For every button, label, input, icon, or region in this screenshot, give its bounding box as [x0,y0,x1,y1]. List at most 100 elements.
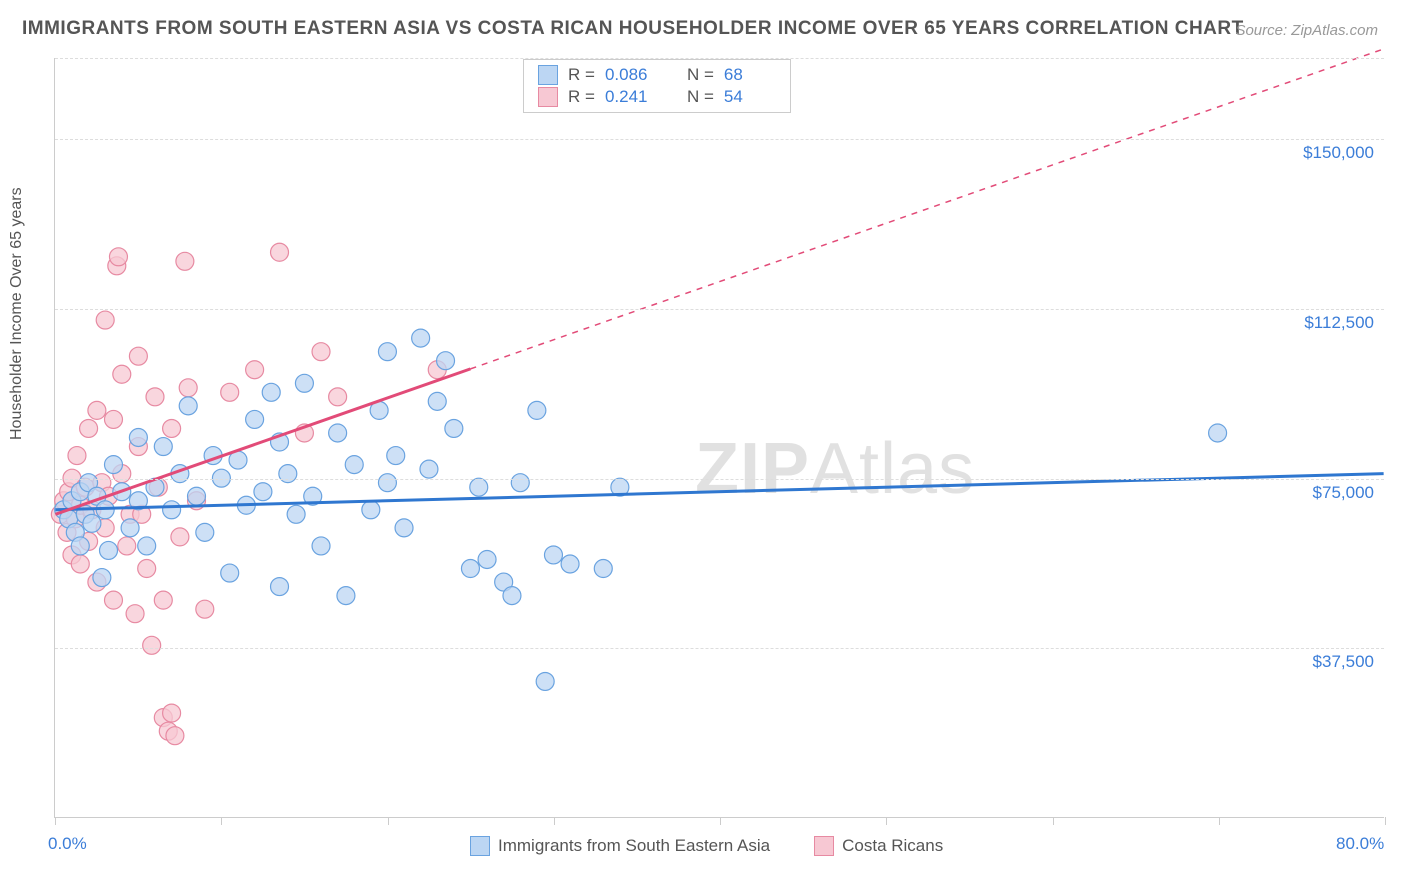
blue-point [83,514,101,532]
blue-point [329,424,347,442]
pink-point [104,410,122,428]
blue-point [1209,424,1227,442]
x-tick [221,817,222,825]
chart-plot-area: ZIPAtlas R =0.086N =68R =0.241N =54 $37,… [54,58,1384,818]
y-tick-label: $150,000 [1303,143,1374,163]
blue-point [478,550,496,568]
blue-point [594,560,612,578]
blue-point [196,523,214,541]
legend-row-blue: R =0.086N =68 [524,64,790,86]
pink-point [154,591,172,609]
pink-point [143,636,161,654]
x-tick [388,817,389,825]
pink-point [221,383,239,401]
blue-point [121,519,139,537]
bottom-legend-label: Costa Ricans [842,836,943,856]
pink-point [163,419,181,437]
blue-point [561,555,579,573]
gridline-horizontal [55,309,1384,310]
pink-point [246,361,264,379]
bottom-legend-label: Immigrants from South Eastern Asia [498,836,770,856]
pink-point [96,311,114,329]
x-tick [720,817,721,825]
pink-point [104,591,122,609]
blue-point [271,578,289,596]
x-tick [554,817,555,825]
pink-point [163,704,181,722]
source-label: Source: ZipAtlas.com [1235,22,1378,39]
blue-point [378,474,396,492]
blue-point [345,456,363,474]
blue-swatch-icon [470,836,490,856]
pink-point [71,555,89,573]
pink-point [80,419,98,437]
blue-point [378,343,396,361]
legend-row-pink: R =0.241N =54 [524,86,790,108]
blue-point [93,569,111,587]
blue-point [71,537,89,555]
blue-point [461,560,479,578]
x-tick [886,817,887,825]
blue-point [536,672,554,690]
blue-point [470,478,488,496]
x-axis-min-label: 0.0% [48,834,87,854]
pink-point [68,447,86,465]
y-tick-label: $75,000 [1313,483,1374,503]
blue-point [362,501,380,519]
y-tick-label: $37,500 [1313,652,1374,672]
pink-point [271,243,289,261]
blue-point [428,392,446,410]
pink-point [171,528,189,546]
gridline-horizontal [55,479,1384,480]
gridline-horizontal [55,648,1384,649]
blue-point [295,374,313,392]
blue-point [221,564,239,582]
blue-point [395,519,413,537]
pink-point [118,537,136,555]
blue-point [437,352,455,370]
blue-point [412,329,430,347]
bottom-legend-item-pink: Costa Ricans [814,836,943,856]
pink-swatch-icon [814,836,834,856]
pink-point [176,252,194,270]
blue-point [420,460,438,478]
pink-point [129,347,147,365]
pink-point [126,605,144,623]
gridline-horizontal [55,58,1384,59]
blue-point [246,410,264,428]
blue-point [279,465,297,483]
blue-point [188,487,206,505]
x-tick [1385,817,1386,825]
x-tick [55,817,56,825]
y-tick-label: $112,500 [1304,313,1374,333]
blue-point [154,438,172,456]
x-axis-max-label: 80.0% [1336,834,1384,854]
blue-point [528,401,546,419]
blue-point [179,397,197,415]
blue-point [503,587,521,605]
x-tick [1053,817,1054,825]
blue-swatch-icon [538,65,558,85]
correlation-legend: R =0.086N =68R =0.241N =54 [523,59,791,113]
blue-point [287,505,305,523]
pink-point [166,727,184,745]
blue-point [312,537,330,555]
blue-point [254,483,272,501]
pink-point [329,388,347,406]
blue-point [337,587,355,605]
blue-point [138,537,156,555]
blue-point [387,447,405,465]
bottom-legend-item-blue: Immigrants from South Eastern Asia [470,836,770,856]
pink-point [113,365,131,383]
blue-point [262,383,280,401]
pink-point [196,600,214,618]
pink-point [312,343,330,361]
blue-point [104,456,122,474]
pink-point [146,388,164,406]
chart-svg-layer [55,58,1384,817]
pink-point [88,401,106,419]
blue-point [100,541,118,559]
pink-point [138,560,156,578]
chart-title: IMMIGRANTS FROM SOUTH EASTERN ASIA VS CO… [22,18,1244,40]
blue-point [544,546,562,564]
